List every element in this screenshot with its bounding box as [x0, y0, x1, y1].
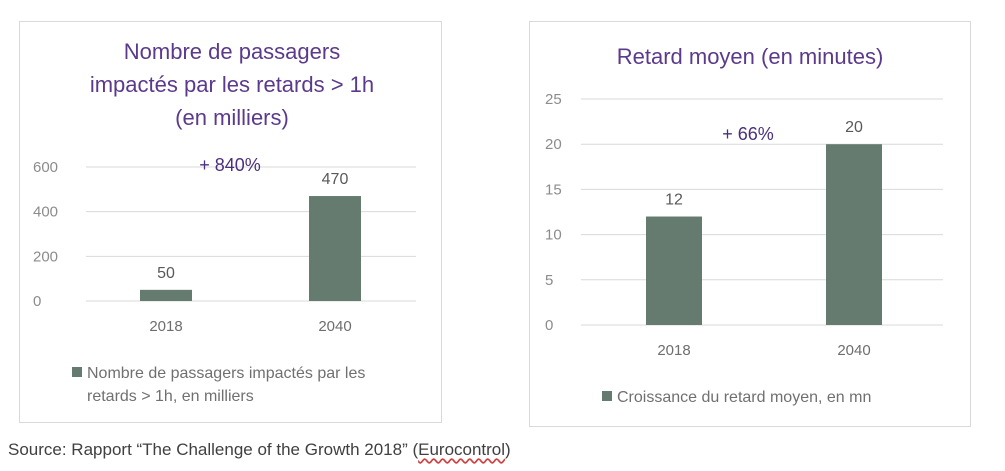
legend-swatch — [72, 367, 82, 377]
source-prefix: Source: Rapport “The Challenge of the Gr… — [8, 440, 419, 459]
legend-swatch — [602, 391, 612, 401]
y-tick-label: 25 — [545, 91, 562, 108]
delay-chart: Retard moyen (en minutes) 0 5 10 15 20 25 12 201… — [545, 44, 943, 406]
x-tick-label: 2018 — [149, 318, 182, 335]
y-tick-label: 200 — [33, 248, 58, 265]
chart-title-line: (en milliers) — [175, 105, 289, 130]
y-tick-label: 10 — [545, 227, 562, 244]
y-tick-label: 0 — [33, 293, 41, 310]
source-org: Eurocontrol — [418, 440, 506, 459]
x-tick-label: 2040 — [318, 318, 351, 335]
legend-label: retards > 1h, en milliers — [87, 388, 254, 405]
growth-annotation: + 66% — [722, 124, 774, 144]
x-tick-label: 2040 — [837, 342, 870, 359]
chart-title-line: impactés par les retards > 1h — [90, 72, 374, 97]
passengers-chart: Nombre de passagers impactés par les reta… — [33, 39, 416, 405]
bar — [646, 216, 702, 325]
legend-label: Croissance du retard moyen, en mn — [617, 389, 871, 406]
chart-title-line: Nombre de passagers — [124, 39, 340, 64]
bar — [140, 289, 192, 301]
bar — [309, 196, 361, 301]
y-tick-label: 15 — [545, 181, 562, 198]
data-label: 470 — [322, 171, 349, 188]
source-suffix: ) — [505, 440, 511, 459]
chart-panel-passengers: Nombre de passagers impactés par les reta… — [19, 21, 442, 423]
bar — [826, 144, 882, 325]
y-tick-label: 20 — [545, 136, 562, 153]
y-tick-label: 0 — [545, 317, 553, 334]
x-tick-label: 2018 — [657, 342, 690, 359]
data-label: 50 — [157, 265, 175, 282]
data-label: 12 — [665, 192, 683, 209]
y-tick-label: 600 — [33, 159, 58, 176]
growth-annotation: + 840% — [199, 155, 261, 175]
chart-title-line: Retard moyen (en minutes) — [617, 44, 884, 69]
chart-panel-delay: Retard moyen (en minutes) 0 5 10 15 20 25 12 201… — [529, 21, 971, 427]
y-tick-label: 5 — [545, 272, 553, 289]
legend-label: Nombre de passagers impactés par les — [87, 365, 365, 382]
y-tick-label: 400 — [33, 204, 58, 221]
source-caption: Source: Rapport “The Challenge of the Gr… — [8, 440, 511, 460]
data-label: 20 — [845, 119, 863, 136]
